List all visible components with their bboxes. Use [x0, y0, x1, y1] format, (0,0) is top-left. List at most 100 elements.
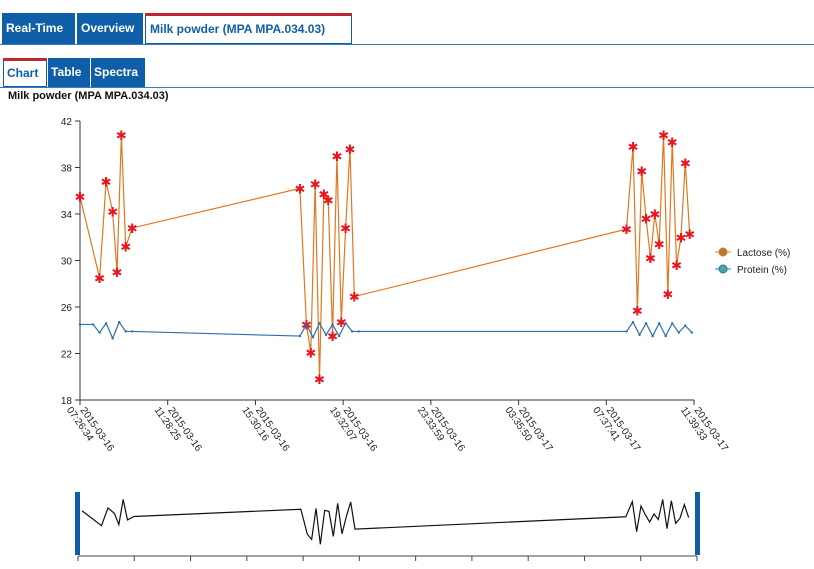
top-tab-bar: Real-Time Overview Milk powder (MPA MPA.… [0, 13, 814, 45]
lactose-point: ✱ [636, 165, 647, 180]
lactose-point: ✱ [294, 182, 305, 197]
lactose-point: ✱ [680, 157, 691, 172]
protein-point [625, 330, 628, 333]
lactose-point: ✱ [628, 141, 639, 156]
legend-label: Lactose (%) [737, 248, 790, 259]
lactose-point: ✱ [645, 252, 656, 267]
protein-point [91, 323, 95, 326]
lactose-point: ✱ [331, 150, 342, 165]
protein-point [677, 331, 680, 334]
tab-chart[interactable]: Chart [3, 58, 47, 87]
tab-spectra[interactable]: Spectra [91, 58, 145, 87]
lactose-point: ✱ [349, 291, 360, 306]
protein-point [350, 330, 354, 333]
protein-point [690, 331, 694, 334]
x-tick-label: 2015-03-1619:32:07 [327, 399, 379, 460]
lactose-point: ✱ [323, 194, 334, 209]
protein-point [298, 334, 302, 338]
lactose-point: ✱ [649, 208, 660, 223]
y-tick-label: 18 [61, 396, 73, 407]
tab-table[interactable]: Table [48, 58, 90, 87]
lactose-point: ✱ [305, 346, 316, 361]
x-tick-label: 2015-03-1623:33:59 [415, 399, 467, 460]
lactose-point: ✱ [127, 222, 138, 237]
protein-point [311, 336, 315, 339]
lactose-point: ✱ [671, 259, 682, 274]
lactose-point: ✱ [667, 136, 678, 151]
protein-point [638, 333, 641, 337]
x-tick-label: 2015-03-1711:39:33 [678, 399, 730, 460]
lactose-point: ✱ [301, 318, 312, 333]
lactose-point: ✱ [310, 178, 321, 193]
x-tick-label: 2015-03-1615:30:16 [239, 399, 291, 460]
series-line-lactose [79, 134, 691, 380]
lactose-point: ✱ [336, 316, 347, 331]
series-line-protein [80, 320, 693, 340]
lactose-point: ✱ [621, 223, 632, 238]
protein-point [318, 322, 321, 325]
protein-point [344, 322, 347, 325]
lactose-point: ✱ [314, 373, 325, 388]
y-tick-label: 38 [61, 164, 73, 175]
protein-point [664, 334, 667, 338]
legend-swatch-dot [718, 247, 728, 257]
tab-overview[interactable]: Overview [77, 13, 143, 44]
protein-point [131, 330, 134, 333]
y-tick-label: 42 [61, 117, 73, 128]
lactose-point: ✱ [675, 231, 686, 246]
lactose-point: ✱ [345, 143, 356, 158]
lactose-point: ✱ [318, 188, 329, 203]
y-tick-label: 26 [61, 303, 73, 314]
legend-label: Protein (%) [737, 265, 787, 276]
navigator-background [78, 495, 697, 550]
lactose-point: ✱ [658, 129, 669, 144]
tab-real-time[interactable]: Real-Time [2, 13, 75, 44]
chart-title: Milk powder (MPA MPA.034.03) [8, 90, 169, 102]
y-tick-label: 34 [61, 210, 73, 221]
protein-point [684, 324, 687, 327]
lactose-point: ✱ [116, 129, 127, 144]
protein-point [78, 323, 82, 326]
lactose-point: ✱ [632, 304, 643, 319]
protein-point [124, 330, 127, 333]
lactose-point: ✱ [684, 228, 695, 243]
y-tick-label: 30 [61, 257, 73, 268]
lactose-point: ✱ [112, 266, 123, 281]
x-tick-label: 2015-03-1607:26:34 [64, 399, 116, 460]
sub-tab-bar: Chart Table Spectra [0, 58, 814, 88]
protein-point [111, 337, 114, 340]
protein-point [331, 323, 334, 326]
legend-swatch-dot [718, 264, 728, 274]
protein-point [644, 322, 648, 325]
protein-point [305, 323, 308, 326]
protein-point [98, 331, 101, 334]
protein-point [657, 322, 661, 325]
protein-point [117, 320, 121, 324]
lactose-point: ✱ [101, 175, 112, 190]
x-tick-label: 2015-03-1703:35:50 [503, 399, 555, 460]
lactose-point: ✱ [654, 238, 665, 253]
protein-point [324, 333, 328, 337]
lactose-point: ✱ [327, 330, 338, 345]
protein-point [671, 322, 674, 325]
lactose-point: ✱ [662, 288, 673, 303]
protein-point [651, 334, 654, 338]
lactose-point: ✱ [340, 222, 351, 237]
lactose-point: ✱ [75, 191, 86, 206]
protein-point [337, 334, 341, 338]
lactose-point: ✱ [107, 206, 118, 221]
y-tick-label: 22 [61, 350, 73, 361]
navigator-series-line [81, 499, 690, 545]
x-tick-label: 2015-03-1611:28:25 [152, 399, 204, 460]
protein-point [104, 322, 108, 325]
protein-point [631, 320, 635, 324]
lactose-point: ✱ [94, 272, 105, 287]
x-tick-label: 2015-03-1707:37:41 [590, 399, 642, 460]
lactose-point: ✱ [641, 213, 652, 228]
navigator-right-handle[interactable] [695, 492, 700, 555]
tab-milk-powder[interactable]: Milk powder (MPA MPA.034.03) [145, 13, 352, 44]
navigator-left-handle[interactable] [75, 492, 80, 555]
protein-point [357, 330, 360, 333]
lactose-point: ✱ [120, 241, 131, 256]
